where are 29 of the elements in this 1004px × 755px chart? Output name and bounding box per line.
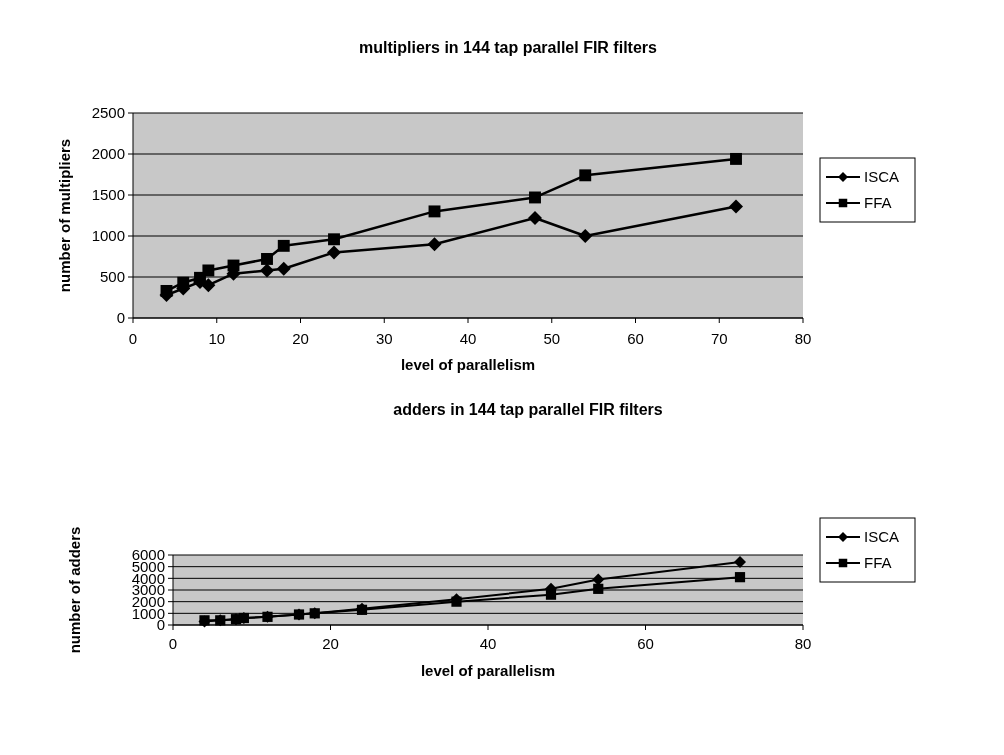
legend-label: FFA: [864, 554, 892, 572]
chart-title: multipliers in 144 tap parallel FIR filters: [359, 39, 658, 56]
x-tick-label: 70: [710, 330, 728, 347]
legend-label: ISCA: [864, 528, 900, 546]
x-tick-label: 0: [168, 635, 178, 652]
y-tick-label: 2500: [91, 104, 125, 122]
y-tick-label: 500: [99, 268, 125, 286]
y-tick-label: 1000: [91, 227, 125, 245]
x-tick-label: 40: [479, 635, 497, 652]
x-tick-label: 40: [459, 330, 477, 347]
x-tick-label: 80: [794, 635, 812, 652]
x-tick-label: 60: [627, 330, 644, 347]
x-tick-label: 20: [322, 635, 339, 652]
y-axis-title: number of adders: [66, 526, 83, 654]
x-tick-label: 20: [292, 330, 309, 347]
x-tick-label: 80: [794, 330, 812, 347]
chart-title: adders in 144 tap parallel FIR filters: [393, 401, 663, 418]
x-tick-label: 60: [637, 635, 654, 652]
y-axis-title: number of multipliers: [56, 138, 73, 293]
x-tick-label: 30: [375, 330, 393, 347]
x-axis-title: level of parallelism: [420, 662, 556, 679]
y-tick-label: 1500: [91, 186, 125, 204]
legend-label: ISCA: [864, 168, 900, 186]
y-tick-label: 2000: [91, 145, 125, 163]
x-tick-label: 10: [208, 330, 226, 347]
y-tick-label: 0: [116, 309, 125, 327]
x-tick-label: 50: [543, 330, 561, 347]
x-axis-title: level of parallelism: [400, 356, 536, 373]
legend-label: FFA: [864, 194, 892, 212]
